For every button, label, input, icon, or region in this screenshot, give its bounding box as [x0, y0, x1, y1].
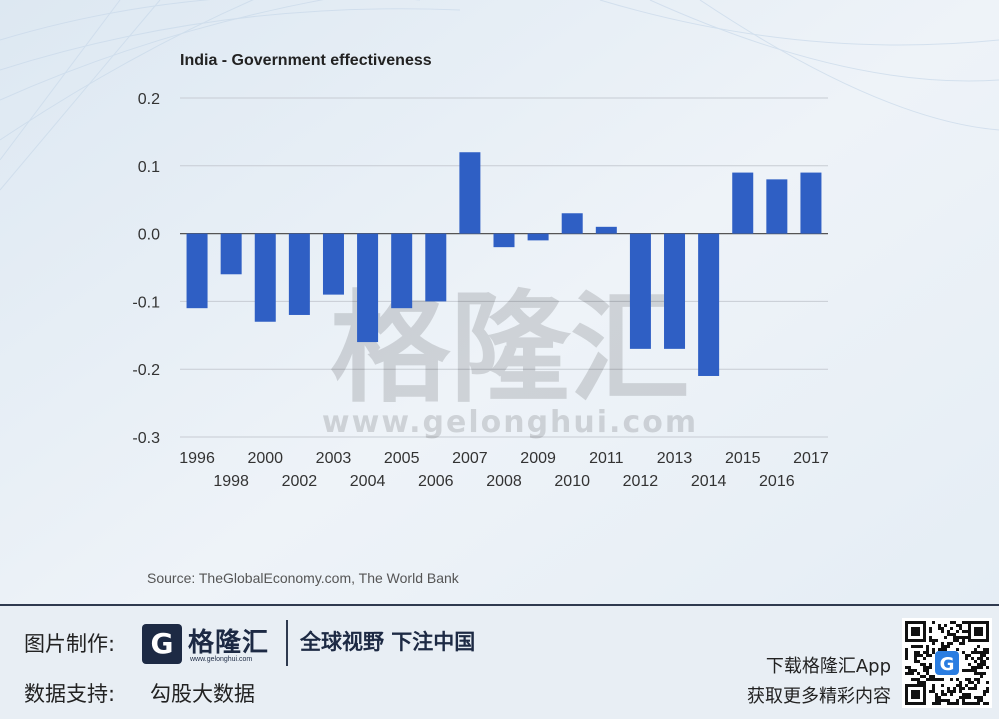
x-tick-label: 2015	[725, 450, 761, 467]
bar-2006	[425, 233, 447, 302]
qr-logo-letter: G	[940, 654, 955, 675]
data-support-value: 勾股大数据	[150, 682, 255, 706]
footer: 图片制作: G 格隆汇 www.gelonghui.com 全球视野 下注中国 …	[0, 604, 999, 719]
bar-2003	[322, 233, 344, 295]
qr-code-icon[interactable]: G	[902, 618, 992, 708]
x-tick-label: 2012	[623, 473, 659, 490]
x-tick-label: 2003	[316, 450, 352, 467]
x-tick-label: 1998	[213, 473, 249, 490]
watermark: 格隆汇 www.gelonghui.com	[322, 280, 698, 440]
data-support-label: 数据支持:	[24, 682, 116, 706]
bar-2010	[561, 213, 583, 234]
made-by-label: 图片制作:	[24, 632, 116, 656]
bar-chart: India - Government effectiveness 0.20.10…	[132, 52, 829, 586]
bar-2014	[698, 233, 720, 376]
y-tick-label: -0.1	[132, 294, 160, 311]
bar-2012	[629, 233, 651, 349]
x-tick-label: 2002	[282, 473, 318, 490]
bar-1996	[186, 233, 208, 309]
app-promo-text: 获取更多精彩内容	[747, 686, 891, 707]
x-tick-label: 2016	[759, 473, 795, 490]
bar-2004	[357, 233, 379, 343]
bar-2017	[800, 172, 822, 234]
x-tick-label: 2010	[554, 473, 590, 490]
y-tick-label: 0.2	[138, 91, 160, 108]
y-tick-label: -0.2	[132, 362, 160, 379]
x-tick-label: 1996	[179, 450, 215, 467]
logo-g-icon: G	[142, 624, 182, 664]
y-tick-label: 0.1	[138, 159, 160, 176]
app-download-text: 下载格隆汇App	[765, 656, 891, 677]
x-tick-label: 2011	[589, 450, 624, 467]
x-tick-label: 2006	[418, 473, 454, 490]
qr-logo-badge	[935, 651, 959, 675]
watermark-url: www.gelonghui.com	[322, 405, 698, 440]
chart-source: Source: TheGlobalEconomy.com, The World …	[147, 570, 460, 586]
y-axis-ticks: 0.2 0.1 0.0 -0.1 -0.2 -0.3	[132, 91, 160, 447]
slogan: 全球视野 下注中国	[300, 630, 476, 654]
x-tick-label: 2005	[384, 450, 420, 467]
x-axis-ticks: 1996 1998 2000 2002 2003 2004 2005 2006 2007 2008…	[179, 450, 829, 490]
bar-2011	[595, 226, 617, 234]
x-tick-label: 2008	[486, 473, 522, 490]
bar-2000	[254, 233, 276, 322]
x-tick-label: 2013	[657, 450, 693, 467]
x-tick-label: 2014	[691, 473, 727, 490]
y-tick-label: -0.3	[132, 430, 160, 447]
logo-url: www.gelonghui.com	[190, 656, 253, 663]
x-tick-label: 2004	[350, 473, 386, 490]
x-tick-label: 2007	[452, 450, 488, 467]
bar-1998	[220, 233, 242, 275]
logo-name: 格隆汇	[188, 628, 270, 658]
chart-title: India - Government effectiveness	[180, 52, 432, 69]
y-tick-label: 0.0	[138, 227, 160, 244]
bar-2007	[459, 152, 481, 234]
gelonghui-logo: G 格隆汇 www.gelonghui.com	[142, 622, 274, 668]
bar-2016	[766, 179, 788, 234]
bar-2009	[527, 233, 549, 241]
x-tick-label: 2017	[793, 450, 829, 467]
footer-divider	[286, 620, 288, 666]
bars	[186, 152, 822, 376]
bar-2005	[391, 233, 413, 309]
bar-2013	[664, 233, 686, 349]
bar-2008	[493, 233, 515, 248]
bar-2015	[732, 172, 754, 234]
x-tick-label: 2000	[247, 450, 283, 467]
x-tick-label: 2009	[520, 450, 556, 467]
bar-2002	[288, 233, 310, 315]
